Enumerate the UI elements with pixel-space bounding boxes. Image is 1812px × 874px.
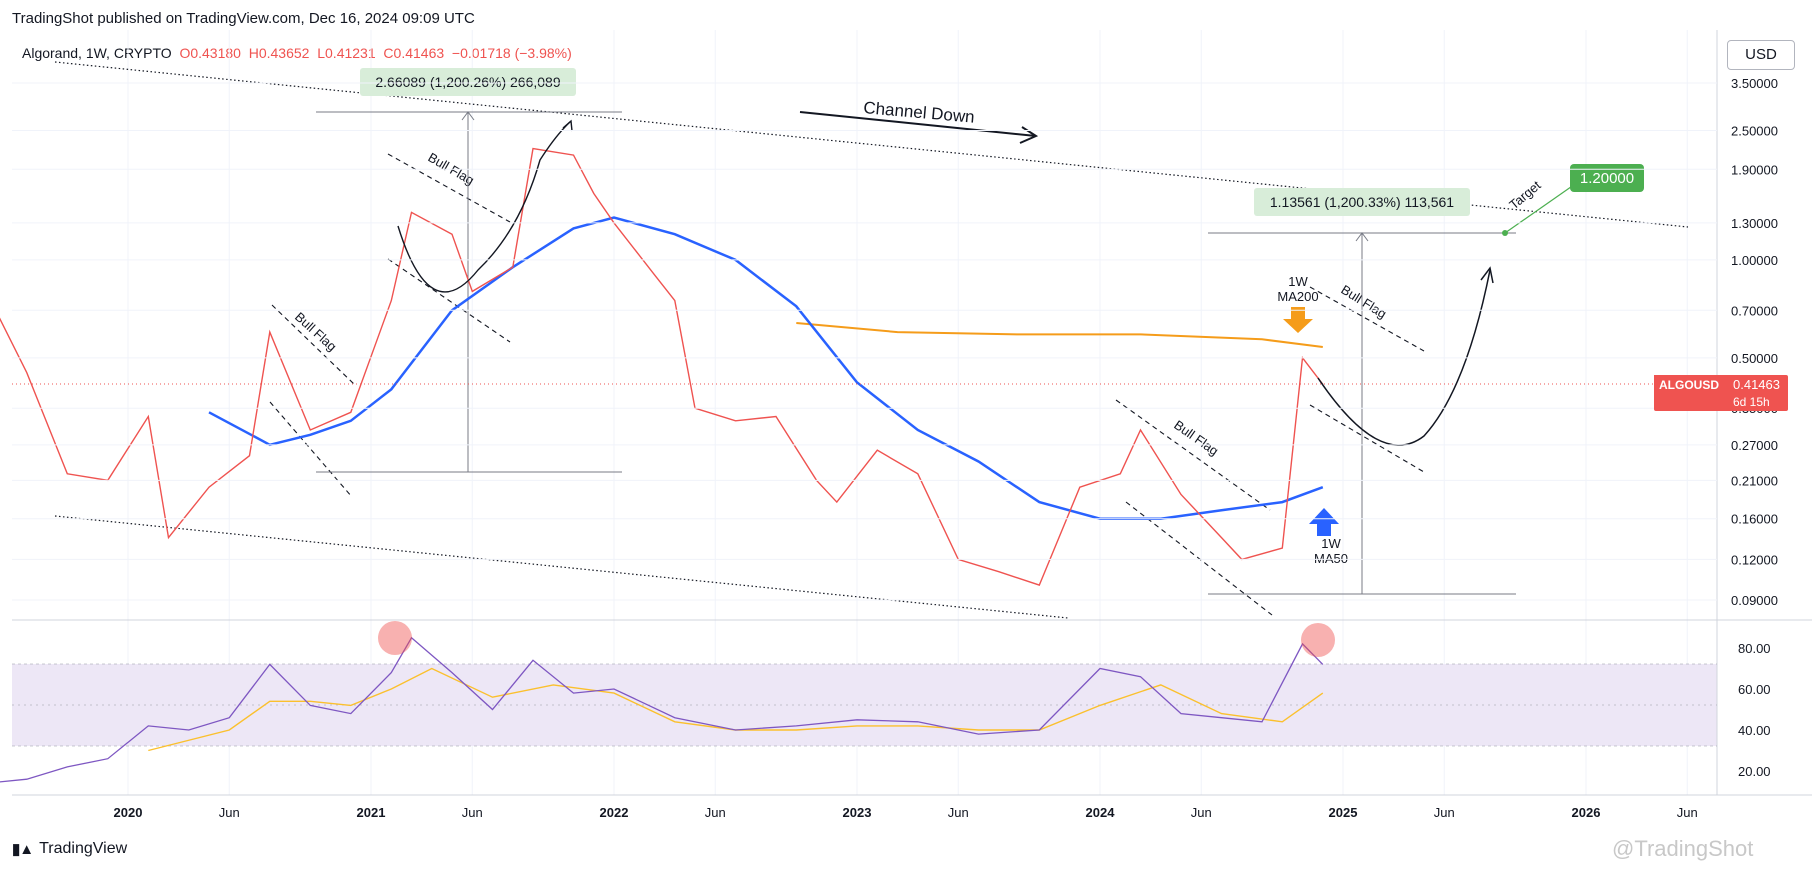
x-tick-label: Jun bbox=[705, 805, 726, 820]
x-tick-label: 2026 bbox=[1572, 805, 1601, 820]
measure-box-left bbox=[316, 111, 622, 473]
ma200-marker-line1: 1W bbox=[1288, 274, 1308, 289]
bull-flag-label-3: Bull Flag bbox=[1171, 417, 1221, 458]
bull-flag-3 bbox=[1115, 399, 1273, 616]
y-tick-label: 0.70000 bbox=[1731, 303, 1778, 318]
rsi-tick-label: 80.00 bbox=[1738, 641, 1771, 656]
rsi-line bbox=[0, 636, 1324, 783]
y-tick-label: 1.90000 bbox=[1731, 162, 1778, 177]
channel-lower-line bbox=[54, 515, 1069, 619]
target-label: Target bbox=[1506, 177, 1544, 212]
target-point bbox=[1502, 230, 1508, 236]
rsi-tick-label: 20.00 bbox=[1738, 764, 1771, 779]
footer-brand-text: TradingView bbox=[39, 840, 128, 857]
tradingview-logo-icon: ▮▲ bbox=[12, 841, 34, 858]
rsi-ma-line bbox=[148, 667, 1324, 752]
bull-flag-label-2: Bull Flag bbox=[426, 150, 477, 188]
price-tag-symbol: ALGOUSD bbox=[1659, 378, 1719, 392]
measure-label-bg-top bbox=[360, 68, 576, 96]
ohlc-close: C0.41463 bbox=[383, 45, 445, 61]
price-tag-symbol-bg bbox=[1654, 375, 1724, 393]
rsi-peak-highlight-2021 bbox=[378, 621, 412, 655]
symbol-name: Algorand, 1W, CRYPTO bbox=[22, 45, 172, 61]
projection-curve-2025 bbox=[1317, 269, 1491, 446]
y-tick-label: 2.50000 bbox=[1731, 124, 1778, 139]
watermark: @TradingShot bbox=[1612, 836, 1754, 861]
x-tick-label: Jun bbox=[1677, 805, 1698, 820]
y-tick-label: 0.50000 bbox=[1731, 351, 1778, 366]
ma200-down-arrow-icon bbox=[1283, 307, 1313, 333]
price-tag-countdown: 6d 15h bbox=[1733, 395, 1770, 409]
x-tick-label: 2022 bbox=[600, 805, 629, 820]
ohlc-high: H0.43652 bbox=[248, 45, 310, 61]
x-tick-label: 2020 bbox=[114, 805, 143, 820]
price-axis[interactable]: 3.50000 2.50000 1.90000 1.30000 1.00000 0.700… bbox=[12, 76, 1778, 608]
publisher-line: TradingShot published on TradingView.com… bbox=[12, 10, 475, 27]
y-tick-label: 1.00000 bbox=[1731, 253, 1778, 268]
x-tick-label: Jun bbox=[1191, 805, 1212, 820]
x-tick-label: 2025 bbox=[1329, 805, 1358, 820]
x-tick-label: Jun bbox=[1434, 805, 1455, 820]
y-tick-label: 0.27000 bbox=[1731, 438, 1778, 453]
bull-flag-2 bbox=[387, 153, 511, 343]
target-value-bg bbox=[1570, 164, 1644, 192]
bull-flag-4 bbox=[1309, 286, 1425, 473]
y-tick-label: 0.09000 bbox=[1731, 593, 1778, 608]
ma50-line bbox=[208, 216, 1324, 520]
bull-flag-label-4: Bull Flag bbox=[1338, 282, 1389, 322]
x-tick-label: Jun bbox=[219, 805, 240, 820]
ohlc-low: L0.41231 bbox=[317, 45, 376, 61]
rsi-tick-label: 60.00 bbox=[1738, 682, 1771, 697]
ma50-marker-line2: MA50 bbox=[1314, 551, 1348, 566]
currency-button[interactable]: USD bbox=[1727, 40, 1795, 70]
footer-brand[interactable]: ▮▲ TradingView bbox=[12, 840, 127, 858]
ma50-up-arrow-icon bbox=[1309, 508, 1339, 536]
x-tick-label: 2024 bbox=[1086, 805, 1116, 820]
y-tick-label: 1.30000 bbox=[1731, 216, 1778, 231]
symbol-legend: Algorand, 1W, CRYPTO O0.43180 H0.43652 L… bbox=[22, 45, 572, 61]
price-line bbox=[0, 147, 1324, 586]
ma200-marker-line2: MA200 bbox=[1277, 289, 1318, 304]
channel-arrow bbox=[799, 111, 1039, 144]
measure-box-right bbox=[1208, 232, 1516, 595]
target-line bbox=[1504, 181, 1579, 234]
ma200-line bbox=[796, 322, 1323, 348]
x-tick-label: 2021 bbox=[357, 805, 386, 820]
x-tick-label: Jun bbox=[948, 805, 969, 820]
measure-label-right: 1.13561 (1,200.33%) 113,561 bbox=[1270, 194, 1454, 210]
x-tick-label: Jun bbox=[462, 805, 483, 820]
x-tick-label: 2023 bbox=[843, 805, 872, 820]
y-tick-label: 0.12000 bbox=[1731, 552, 1778, 567]
price-tag-price: 0.41463 bbox=[1733, 377, 1780, 392]
projection-arrowhead-2025 bbox=[1480, 266, 1494, 284]
ma50-marker-line1: 1W bbox=[1321, 536, 1341, 551]
rsi-peak-highlight-2024 bbox=[1301, 623, 1335, 657]
target-value: 1.20000 bbox=[1580, 170, 1634, 187]
bull-flag-1 bbox=[269, 304, 356, 498]
time-axis[interactable]: 2020 Jun 2021 Jun 2022 Jun 2023 Jun 2024 Jun 2025 J… bbox=[114, 805, 1698, 820]
rsi-axis[interactable]: 80.00 60.00 40.00 20.00 bbox=[1738, 641, 1771, 779]
ohlc-change: −0.01718 (−3.98%) bbox=[451, 45, 572, 61]
measure-label-bg-right bbox=[1254, 188, 1470, 216]
y-tick-label: 0.16000 bbox=[1731, 512, 1778, 527]
ohlc-open: O0.43180 bbox=[179, 45, 241, 61]
measure-label-top: 2.66089 (1,200.26%) 266,089 bbox=[375, 74, 560, 90]
channel-upper-line bbox=[54, 61, 1689, 228]
projection-curve-2021 bbox=[397, 121, 571, 293]
projection-arrowhead-2021 bbox=[562, 119, 573, 132]
y-tick-label: 0.21000 bbox=[1731, 473, 1778, 488]
rsi-tick-label: 40.00 bbox=[1738, 723, 1771, 738]
y-tick-label: 3.50000 bbox=[1731, 76, 1778, 91]
